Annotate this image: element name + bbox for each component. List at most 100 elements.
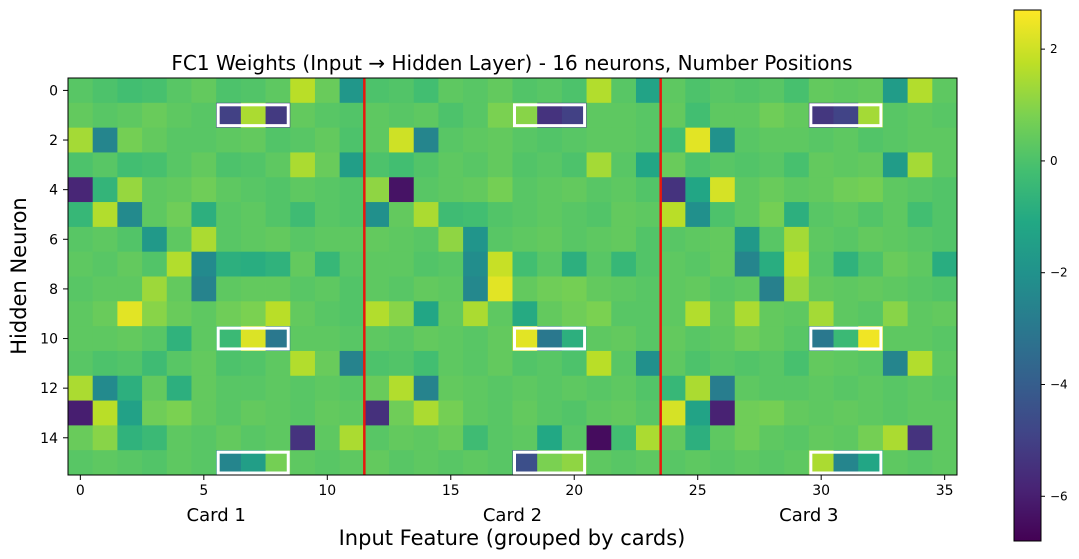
heatmap-cell: [561, 450, 587, 476]
heatmap-cell: [68, 326, 94, 352]
heatmap-cell: [858, 127, 884, 153]
heatmap-cell: [759, 450, 785, 476]
heatmap-cell: [68, 177, 94, 203]
heatmap-cell: [117, 326, 143, 352]
heatmap-cell: [216, 301, 242, 327]
heatmap-cell: [660, 400, 686, 426]
heatmap-cell: [463, 152, 489, 178]
heatmap-cell: [710, 251, 736, 277]
heatmap-cell: [487, 350, 513, 377]
heatmap-cell: [142, 350, 168, 377]
heatmap-cell: [611, 425, 637, 451]
heatmap-cell: [710, 78, 736, 104]
heatmap-cell: [784, 102, 810, 129]
heatmap-cell: [314, 400, 341, 426]
heatmap-cell: [734, 400, 760, 426]
heatmap-cell: [882, 202, 909, 228]
heatmap-cell: [389, 400, 415, 426]
heatmap-cell: [265, 301, 291, 327]
heatmap-cell: [364, 425, 390, 451]
heatmap-cell: [635, 425, 662, 451]
heatmap-cell: [314, 177, 341, 203]
heatmap-cell: [487, 375, 513, 401]
heatmap-cell: [907, 251, 933, 277]
heatmap-cell: [833, 425, 859, 451]
heatmap-cells: [68, 78, 958, 476]
heatmap-cell: [191, 450, 217, 476]
heatmap-cell: [166, 177, 192, 203]
heatmap-cell: [660, 152, 686, 178]
heatmap-cell: [438, 226, 464, 253]
heatmap-cell: [537, 177, 563, 203]
heatmap-cell: [759, 177, 785, 203]
heatmap-cell: [611, 400, 637, 426]
heatmap-cell: [586, 301, 612, 327]
heatmap-cell: [932, 375, 958, 401]
x-axis-ticks: 0 5 10 15 20 25 30 35: [76, 475, 954, 499]
heatmap-cell: [808, 350, 834, 377]
heatmap-cell: [882, 177, 909, 203]
heatmap-cell: [339, 102, 365, 129]
heatmap-cell: [784, 425, 810, 451]
heatmap-cell: [191, 226, 217, 253]
heatmap-cell: [389, 326, 415, 352]
heatmap-cell: [142, 152, 168, 178]
heatmap-cell: [660, 177, 686, 203]
heatmap-cell: [759, 301, 785, 327]
heatmap-cell: [932, 78, 958, 104]
heatmap-cell: [487, 400, 513, 426]
heatmap-cell: [290, 400, 316, 426]
heatmap-cell: [314, 251, 341, 277]
heatmap-cell: [265, 202, 291, 228]
heatmap-cell: [68, 276, 94, 302]
heatmap-cell: [635, 301, 662, 327]
heatmap-cell: [561, 102, 587, 129]
heatmap-cell: [635, 202, 662, 228]
heatmap-cell: [512, 152, 538, 178]
x-tick-label: 25: [689, 483, 707, 499]
heatmap-cell: [339, 425, 365, 451]
heatmap-cell: [463, 226, 489, 253]
heatmap-cell: [413, 276, 439, 302]
heatmap-cell: [537, 78, 563, 104]
heatmap-cell: [561, 226, 587, 253]
heatmap-cell: [389, 127, 415, 153]
heatmap-cell: [685, 375, 711, 401]
heatmap-cell: [339, 202, 365, 228]
colorbar-tick-label: 2: [1050, 42, 1058, 56]
heatmap-cell: [463, 326, 489, 352]
heatmap-cell: [364, 450, 390, 476]
heatmap-cell: [635, 226, 662, 253]
heatmap-cell: [611, 177, 637, 203]
heatmap-cell: [734, 78, 760, 104]
heatmap-cell: [759, 326, 785, 352]
x-tick-label: 0: [76, 483, 85, 499]
heatmap-cell: [265, 251, 291, 277]
colorbar-tick-label: −2: [1050, 266, 1068, 280]
heatmap-cell: [413, 326, 439, 352]
heatmap-cell: [191, 102, 217, 129]
heatmap-cell: [907, 326, 933, 352]
heatmap-cell: [611, 375, 637, 401]
heatmap-cell: [487, 152, 513, 178]
colorbar-tick-label: 0: [1050, 154, 1058, 168]
heatmap-cell: [463, 276, 489, 302]
heatmap-cell: [635, 78, 662, 104]
heatmap-cell: [364, 251, 390, 277]
heatmap-cell: [142, 425, 168, 451]
heatmap-cell: [833, 450, 859, 476]
heatmap-cell: [660, 450, 686, 476]
heatmap-cell: [833, 127, 859, 153]
heatmap-cell: [117, 152, 143, 178]
heatmap-cell: [833, 375, 859, 401]
heatmap-cell: [364, 127, 390, 153]
heatmap-cell: [660, 276, 686, 302]
heatmap-cell: [561, 301, 587, 327]
y-tick-label: 12: [40, 381, 58, 397]
card-group-label: Card 2: [483, 505, 542, 526]
heatmap-cell: [339, 350, 365, 377]
heatmap-cell: [413, 127, 439, 153]
card-group-label: Card 1: [187, 505, 246, 526]
card-group-label: Card 3: [779, 505, 838, 526]
heatmap-cell: [907, 78, 933, 104]
